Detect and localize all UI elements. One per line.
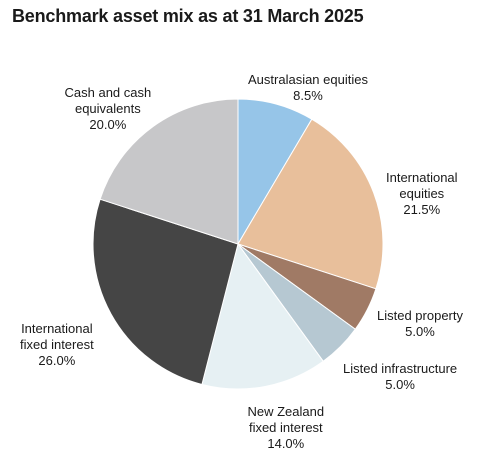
slice-label-0: Australasian equities 8.5%: [248, 72, 368, 104]
pie-slice-5: [92, 198, 239, 386]
slice-label-text: International: [21, 321, 93, 336]
slice-label-text: Listed infrastructure: [343, 361, 458, 376]
slice-label-2: Listed property 5.0%: [377, 308, 463, 340]
slice-label-5: International fixed interest 26.0%: [20, 321, 94, 369]
slice-label-text: International: [386, 170, 458, 185]
slice-label-text: Australasian equities: [248, 72, 368, 87]
slice-label-1: International equities 21.5%: [386, 170, 458, 218]
pie-slice-6: [99, 98, 239, 245]
chart-title: Benchmark asset mix as at 31 March 2025: [12, 6, 364, 26]
slice-value-label: 21.5%: [403, 202, 441, 217]
slice-label-text: Cash and cash: [64, 85, 152, 100]
slice-value-label: 26.0%: [38, 353, 76, 368]
slice-label-text: fixed interest: [20, 337, 94, 352]
slice-value-label: 20.0%: [89, 117, 127, 132]
slice-value-label: 5.0%: [385, 377, 415, 392]
slice-value-label: 5.0%: [405, 324, 435, 339]
pie-slice-1: [237, 118, 384, 290]
slice-label-text: Listed property: [377, 308, 463, 323]
slice-label-4: New Zealand fixed interest 14.0%: [248, 404, 325, 452]
slice-label-text: New Zealand: [247, 404, 325, 419]
slice-label-text: equities: [399, 186, 445, 201]
pie-slice-4: [201, 242, 324, 390]
slice-label-6: Cash and cash equivalents 20.0%: [65, 85, 152, 133]
slice-label-3: Listed infrastructure 5.0%: [343, 361, 457, 393]
slice-label-text: equivalents: [74, 101, 141, 116]
slice-value-label: 14.0%: [267, 436, 305, 451]
slice-label-text: fixed interest: [248, 420, 323, 435]
slice-value-label: 8.5%: [293, 88, 323, 103]
